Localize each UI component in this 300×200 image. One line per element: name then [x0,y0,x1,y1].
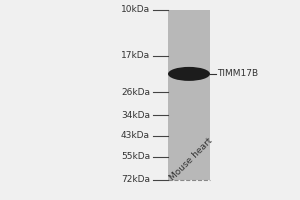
Text: 34kDa: 34kDa [121,111,150,120]
Text: 17kDa: 17kDa [121,51,150,60]
Text: TIMM17B: TIMM17B [218,69,259,78]
Text: 55kDa: 55kDa [121,152,150,161]
Text: 43kDa: 43kDa [121,131,150,140]
Ellipse shape [168,67,210,81]
Bar [168,10,210,180]
Text: 10kDa: 10kDa [121,5,150,15]
Text: Mouse heart: Mouse heart [168,136,214,182]
Text: 26kDa: 26kDa [121,88,150,97]
Text: 72kDa: 72kDa [121,176,150,184]
